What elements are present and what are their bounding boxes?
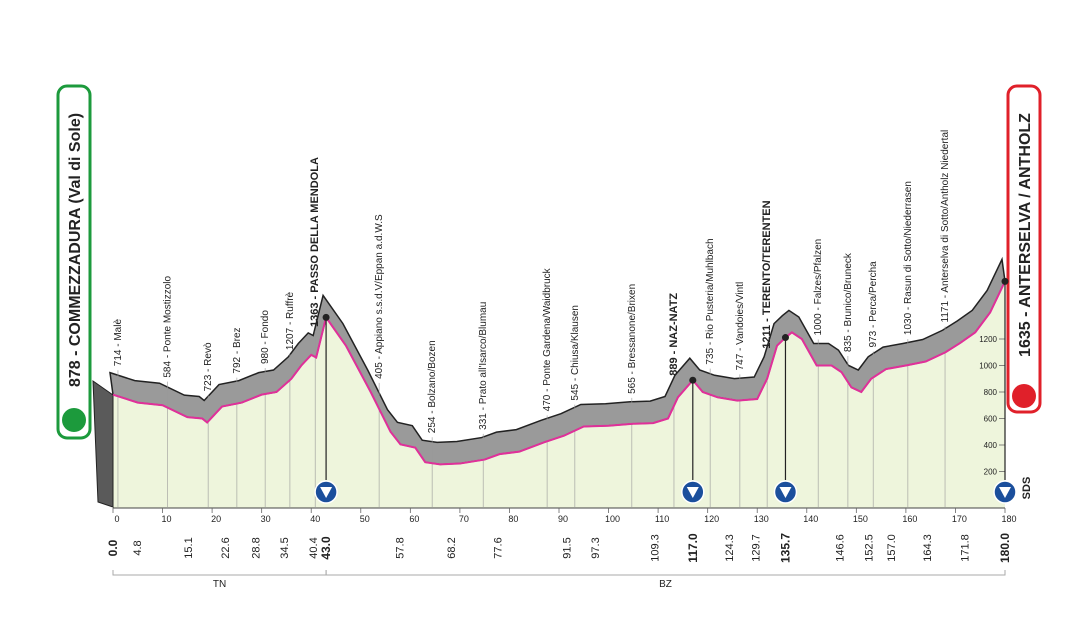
km-label: 117.0	[686, 533, 700, 563]
waypoint-label: 545 - Chiusa/Klausen	[570, 305, 581, 401]
y-tick-label: 400	[984, 441, 998, 450]
waypoint-label: 1171 - Anterselva di Sotto/Antholz Niede…	[940, 130, 951, 323]
y-tick-label: 1200	[979, 335, 997, 344]
km-label: 152.5	[864, 534, 876, 562]
km-label: 135.7	[778, 533, 792, 563]
start-wall	[92, 380, 114, 508]
km-label: 91.5	[561, 537, 573, 558]
marker-arrow	[686, 487, 699, 498]
waypoint-label: 889 - NAZ-NATZ	[668, 293, 680, 376]
x-tick-label: 30	[261, 514, 271, 524]
x-tick-label: 10	[162, 514, 172, 524]
marker-arrow	[779, 487, 792, 498]
km-label: 77.6	[493, 537, 505, 558]
waypoint-label: 980 - Fondo	[260, 310, 271, 364]
profile-area	[113, 281, 1005, 508]
waypoint-label: 1000 - Falzes/Pfalzen	[813, 239, 824, 336]
waypoint-label: 792 - Brez	[232, 327, 243, 373]
x-tick-label: 0	[114, 514, 119, 524]
waypoint-label: 405 - Appiano s.s.d.V/Eppan a.d.W.S	[374, 214, 385, 379]
x-tick-label: 80	[508, 514, 518, 524]
region-label: BZ	[659, 579, 672, 590]
km-label: 68.2	[446, 537, 458, 558]
km-label: 97.3	[590, 537, 602, 558]
y-tick-label: 800	[984, 388, 998, 397]
marker-arrow	[320, 487, 333, 498]
marker-dot	[1001, 277, 1009, 285]
km-label: 157.0	[886, 534, 898, 562]
km-label: 109.3	[650, 534, 662, 562]
logo: SDS	[1021, 477, 1033, 500]
x-tick-label: 150	[853, 514, 868, 524]
x-tick-label: 90	[558, 514, 568, 524]
waypoint-label: 1030 - Rasun di Sotto/Niederrasen	[903, 181, 914, 335]
waypoint-label: 1363 - PASSO DELLA MENDOLA	[309, 157, 321, 327]
x-tick-label: 40	[310, 514, 320, 524]
start-label: 878 - COMMEZZADURA (Val di Sole)	[67, 113, 84, 387]
start-icon	[62, 408, 86, 432]
x-tick-label: 50	[360, 514, 370, 524]
km-label: 22.6	[220, 537, 232, 558]
waypoint-label: 714 - Malè	[113, 319, 124, 367]
waypoint-label: 723 - Revò	[203, 342, 214, 391]
x-tick-label: 70	[459, 514, 469, 524]
x-tick-label: 120	[704, 514, 719, 524]
km-label: 164.3	[922, 534, 934, 562]
marker-dot	[689, 376, 697, 384]
waypoint-label: 747 - Vandoies/Vintl	[735, 282, 746, 371]
waypoint-label: 973 - Perca/Percha	[868, 261, 879, 348]
x-tick-label: 140	[803, 514, 818, 524]
waypoint-label: 1207 - Ruffrè	[285, 291, 296, 350]
waypoint-label: 1211 - TERENTO/TERENTEN	[761, 200, 773, 348]
finish-label: 1635 - ANTERSELVA / ANTHOLZ	[1017, 113, 1034, 357]
waypoint-label: 584 - Ponte Mostizzolo	[163, 275, 174, 377]
waypoint-label: 735 - Rio Pusteria/Muhlbach	[705, 238, 716, 364]
waypoint-label: 565 - Bressanone/Brixen	[627, 284, 638, 394]
km-label: 34.5	[279, 537, 291, 558]
marker-dot	[781, 334, 789, 342]
km-label: 180.0	[998, 533, 1012, 563]
waypoint-label: 254 - Bolzano/Bozen	[427, 340, 438, 433]
x-tick-label: 130	[754, 514, 769, 524]
km-label: 146.6	[834, 534, 846, 562]
x-tick-label: 160	[902, 514, 917, 524]
waypoint-label: 470 - Ponte Gardena/Waidbruck	[542, 267, 553, 411]
x-tick-label: 180	[1001, 514, 1016, 524]
km-label: 4.8	[132, 540, 144, 555]
km-label: 57.8	[394, 537, 406, 558]
waypoint-label: 331 - Prato all'Isarco/Blumau	[478, 302, 489, 430]
y-tick-label: 600	[984, 415, 998, 424]
region-label: TN	[213, 579, 226, 590]
km-label: 129.7	[751, 534, 763, 562]
marker-dot	[322, 313, 330, 321]
km-label: 43.0	[319, 536, 333, 560]
region-bracket	[325, 570, 1006, 576]
finish-icon	[1012, 384, 1036, 408]
km-label: 124.3	[724, 534, 736, 562]
x-tick-label: 20	[211, 514, 221, 524]
x-tick-label: 100	[605, 514, 620, 524]
y-tick-label: 200	[984, 468, 998, 477]
finish-box	[1006, 84, 1042, 414]
km-label: 40.4	[308, 537, 320, 558]
km-label: 0.0	[106, 539, 120, 556]
y-tick-label: 1000	[979, 362, 997, 371]
waypoint-label: 835 - Brunico/Bruneck	[843, 252, 854, 352]
x-tick-label: 60	[409, 514, 419, 524]
x-tick-label: 170	[952, 514, 967, 524]
marker-arrow	[999, 487, 1011, 498]
start-box	[56, 84, 92, 440]
km-label: 28.8	[251, 537, 263, 558]
km-label: 15.1	[183, 537, 195, 558]
x-tick-label: 110	[655, 514, 669, 524]
profile-line	[112, 280, 1006, 466]
km-label: 171.8	[959, 534, 971, 562]
